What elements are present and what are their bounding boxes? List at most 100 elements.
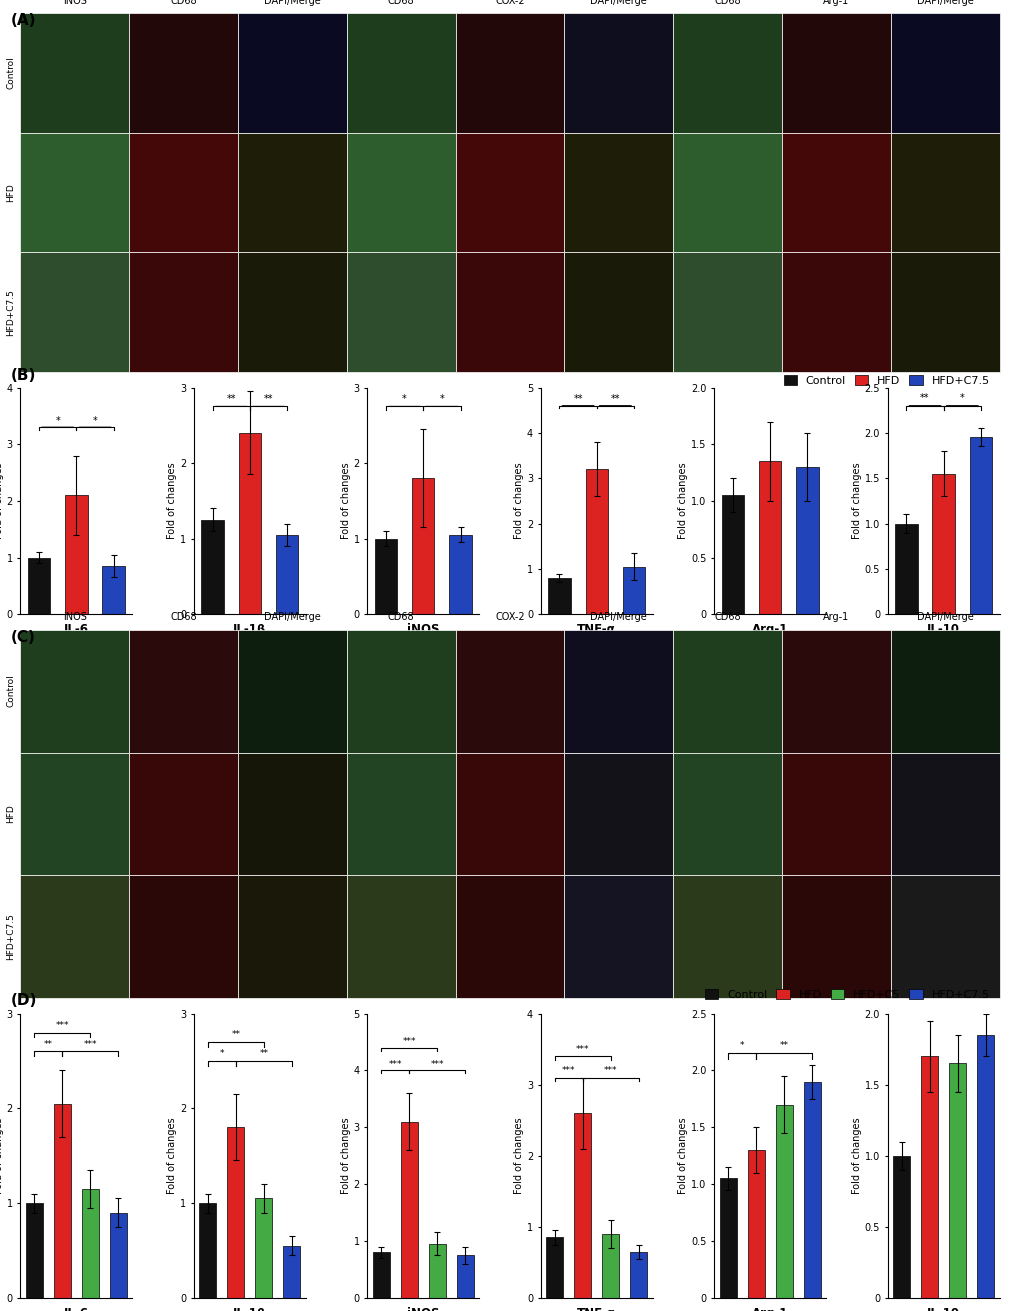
Bar (890, 876, 999, 998)
Bar (276, 535, 298, 615)
Bar (20, 13, 129, 132)
Text: CD68: CD68 (713, 612, 740, 623)
X-axis label: IL-1β: IL-1β (233, 1307, 266, 1311)
Bar (20, 753, 129, 876)
Bar (129, 876, 237, 998)
Text: DAPI/Merge: DAPI/Merge (916, 612, 972, 623)
Bar (895, 523, 917, 615)
Bar (969, 438, 991, 615)
Bar (455, 132, 564, 253)
X-axis label: IL-6: IL-6 (64, 1307, 89, 1311)
X-axis label: TNF-α: TNF-α (577, 1307, 615, 1311)
Bar (782, 13, 890, 132)
Bar (719, 1179, 736, 1298)
Bar (102, 566, 124, 615)
Y-axis label: Fold of changes: Fold of changes (340, 463, 351, 539)
Bar (546, 1238, 562, 1298)
Bar (129, 753, 237, 876)
Bar (373, 1252, 389, 1298)
Text: *: * (439, 395, 444, 404)
Bar (412, 479, 434, 615)
Bar (673, 876, 782, 998)
Text: ***: *** (603, 1066, 616, 1075)
Bar (54, 1104, 70, 1298)
Bar (564, 753, 673, 876)
Bar (564, 253, 673, 372)
Bar (782, 253, 890, 372)
Bar (574, 1113, 591, 1298)
Text: CD68: CD68 (170, 612, 197, 623)
Bar (673, 253, 782, 372)
Text: ***: *** (388, 1059, 401, 1068)
Bar (893, 1156, 909, 1298)
Bar (782, 753, 890, 876)
Text: (D): (D) (10, 992, 37, 1008)
Bar (20, 876, 129, 998)
Bar (346, 253, 455, 372)
Text: **: ** (779, 1041, 788, 1050)
Text: ***: *** (84, 1040, 97, 1049)
Bar (129, 629, 237, 753)
Text: HFD+C7.5: HFD+C7.5 (6, 914, 15, 960)
Bar (255, 1198, 272, 1298)
Text: (B): (B) (10, 368, 36, 383)
Text: Control: Control (6, 56, 15, 89)
Text: HFD: HFD (6, 805, 15, 823)
Text: *: * (55, 416, 60, 426)
Bar (227, 1127, 244, 1298)
Bar (200, 1203, 216, 1298)
Bar (673, 753, 782, 876)
Text: (A): (A) (10, 13, 36, 28)
Text: DAPI/Merge: DAPI/Merge (590, 0, 646, 7)
Text: iNOS: iNOS (63, 0, 87, 7)
Bar (673, 13, 782, 132)
Bar (238, 433, 261, 615)
Text: *: * (401, 395, 407, 404)
X-axis label: iNOS: iNOS (407, 623, 439, 636)
Y-axis label: Fold of changes: Fold of changes (851, 1117, 861, 1194)
Bar (455, 753, 564, 876)
Y-axis label: Fold of changes: Fold of changes (167, 463, 177, 539)
Bar (564, 132, 673, 253)
Bar (890, 13, 999, 132)
Bar (346, 13, 455, 132)
Text: iNOS: iNOS (63, 612, 87, 623)
Bar (673, 629, 782, 753)
Bar (28, 557, 50, 615)
X-axis label: IL-10: IL-10 (926, 1307, 959, 1311)
Bar (976, 1034, 994, 1298)
Bar (346, 753, 455, 876)
Bar (564, 629, 673, 753)
Bar (20, 253, 129, 372)
Bar (775, 1105, 792, 1298)
Bar (547, 578, 570, 615)
X-axis label: IL-1β: IL-1β (233, 623, 266, 636)
Text: CD68: CD68 (170, 0, 197, 7)
Text: DAPI/Merge: DAPI/Merge (264, 0, 320, 7)
Text: ***: *** (576, 1045, 589, 1054)
Bar (346, 132, 455, 253)
Text: ***: *** (561, 1066, 575, 1075)
Text: ***: *** (430, 1059, 443, 1068)
Bar (237, 876, 346, 998)
Bar (237, 253, 346, 372)
Bar (346, 876, 455, 998)
Text: **: ** (259, 1049, 268, 1058)
Bar (890, 253, 999, 372)
Text: HFD+C7.5: HFD+C7.5 (6, 288, 15, 336)
Y-axis label: Fold of changes: Fold of changes (514, 1117, 524, 1194)
Bar (564, 13, 673, 132)
Text: Control: Control (6, 675, 15, 708)
Bar (237, 13, 346, 132)
Bar (237, 132, 346, 253)
Bar (20, 132, 129, 253)
Y-axis label: Fold of changes: Fold of changes (678, 1117, 688, 1194)
Text: *: * (93, 416, 97, 426)
Text: **: ** (919, 393, 929, 402)
Text: **: ** (226, 395, 235, 404)
Bar (449, 535, 472, 615)
Bar (796, 467, 818, 615)
Bar (602, 1234, 619, 1298)
Bar (20, 629, 129, 753)
Bar (758, 461, 781, 615)
